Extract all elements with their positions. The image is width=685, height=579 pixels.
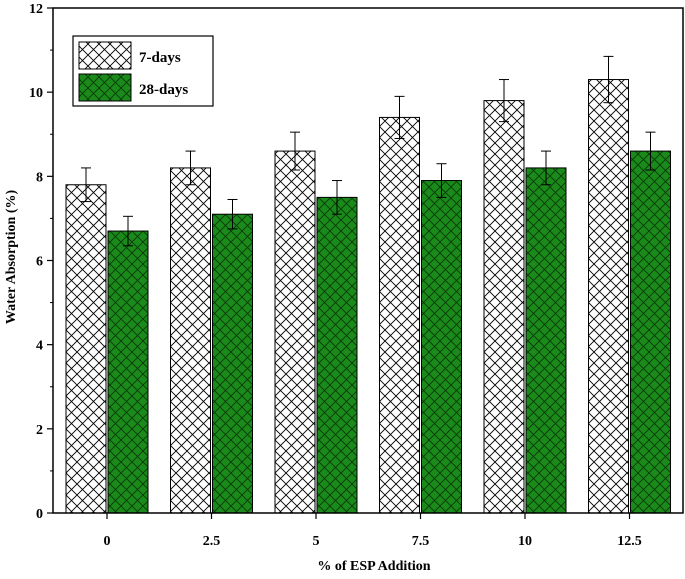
bar-7-days-7.5 <box>379 116 420 514</box>
x-tick-label-0: 0 <box>104 534 111 549</box>
x-tick-label-5: 5 <box>313 534 320 549</box>
x-tick-label-10: 10 <box>518 534 532 549</box>
error-bar-28-days-2.5 <box>227 198 238 230</box>
error-bar-28-days-10 <box>541 150 551 186</box>
error-bar-28-days-0 <box>123 215 133 247</box>
y-tick-label-8: 8 <box>36 170 43 185</box>
x-axis-title: % of ESP Addition <box>317 559 430 574</box>
error-bar-28-days-12.5 <box>645 131 656 171</box>
bar-7-days-5 <box>274 150 316 514</box>
y-tick-label-12: 12 <box>29 2 43 17</box>
bar-28-days-5 <box>316 196 358 514</box>
error-bar-7-days-10 <box>499 79 509 123</box>
error-bar-7-days-12.5 <box>603 55 614 104</box>
bar-28-days-2.5 <box>212 213 253 514</box>
bar-28-days-12.5 <box>630 150 671 514</box>
y-tick-label-0: 0 <box>36 507 43 522</box>
error-bar-28-days-7.5 <box>436 163 447 198</box>
y-tick-label-10: 10 <box>29 86 43 101</box>
error-bar-7-days-0 <box>81 167 91 203</box>
y-tick-label-6: 6 <box>36 255 43 270</box>
bar-28-days-10 <box>525 167 567 514</box>
error-bar-7-days-5 <box>290 131 300 171</box>
legend-label-7-days: 7-days <box>139 50 181 66</box>
error-bar-28-days-5 <box>332 180 342 215</box>
bar-7-days-12.5 <box>588 79 629 514</box>
error-bar-7-days-7.5 <box>394 95 405 139</box>
bar-7-days-0 <box>65 184 107 514</box>
legend: 7-days 28-days <box>72 35 214 107</box>
x-tick-label-7.5: 7.5 <box>412 534 430 549</box>
error-bar-7-days-2.5 <box>185 150 196 186</box>
y-tick-label-4: 4 <box>36 339 43 354</box>
bar-7-days-10 <box>483 100 525 514</box>
bar-28-days-0 <box>107 230 149 514</box>
y-axis-title: Water Absorption (%) <box>4 190 19 325</box>
x-tick-label-12.5: 12.5 <box>617 534 642 549</box>
bar-7-days-2.5 <box>170 167 211 514</box>
x-tick-label-2.5: 2.5 <box>203 534 221 549</box>
legend-swatch-28-days <box>78 73 132 102</box>
y-tick-label-2: 2 <box>36 423 43 438</box>
legend-label-28-days: 28-days <box>139 82 188 98</box>
bar-28-days-7.5 <box>421 180 462 514</box>
legend-swatch-7-days <box>78 41 132 70</box>
